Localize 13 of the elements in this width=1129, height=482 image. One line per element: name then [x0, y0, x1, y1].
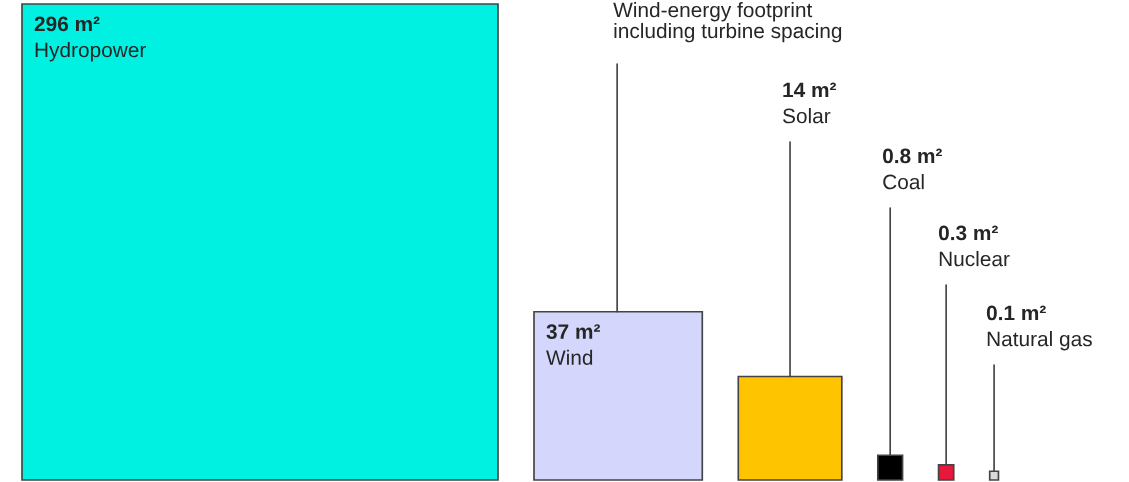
category-label: Solar — [783, 108, 831, 124]
data-label: 0.3 m² — [938, 225, 998, 241]
category-label: Coal — [883, 174, 924, 190]
category-label: Natural gas — [987, 331, 1092, 351]
category-label: Hydropower — [35, 42, 146, 62]
data-label: 0.1 m² — [986, 305, 1046, 321]
text: Wind-energy footprint including turbine spacing — [613, 2, 842, 43]
data-label: 14 m² — [783, 82, 837, 98]
data-label: 37 m² — [546, 324, 600, 340]
category-label: Wind — [546, 349, 593, 366]
data-label: 296 m² — [34, 16, 100, 32]
data-label: 0.8 m² — [883, 148, 942, 164]
category-label: Nuclear — [939, 251, 1010, 267]
